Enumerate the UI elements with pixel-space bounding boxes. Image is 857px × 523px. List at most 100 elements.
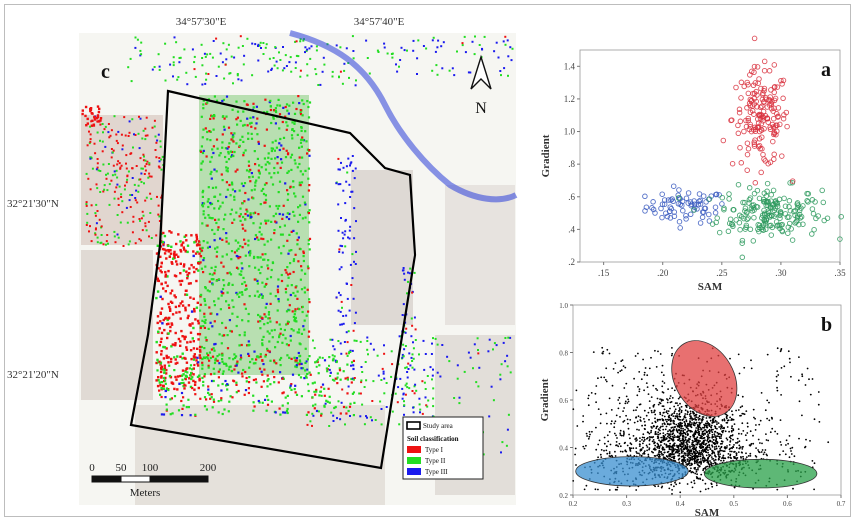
- plot-b-point: [680, 411, 683, 414]
- map-class-dot: [249, 249, 252, 253]
- map-class-dot: [200, 115, 203, 118]
- plot-b-point: [811, 460, 814, 462]
- plot-a-point-series-2: [735, 181, 742, 188]
- map-class-dot: [344, 377, 347, 380]
- plot-b-point: [635, 409, 637, 411]
- plot-a-point-series-2: [777, 215, 783, 221]
- map-class-dot: [285, 310, 289, 313]
- map-class-dot: [148, 162, 151, 165]
- map-class-dot: [240, 270, 243, 273]
- plot-b-point: [713, 421, 716, 423]
- map-class-dot: [284, 54, 287, 57]
- map-class-dot: [344, 423, 346, 426]
- map-class-dot: [196, 332, 200, 336]
- plot-a-point-series-2: [786, 198, 793, 204]
- plot-b-point: [618, 402, 621, 405]
- map-class-dot: [235, 355, 238, 358]
- map-class-dot: [212, 117, 215, 120]
- plot-b-point: [653, 441, 656, 443]
- map-class-dot: [177, 337, 181, 341]
- map-class-dot: [347, 157, 350, 160]
- map-class-dot: [267, 378, 270, 381]
- map-class-dot: [174, 331, 177, 335]
- plot-b-point: [776, 347, 779, 350]
- map-class-dot: [330, 411, 333, 414]
- map-class-dot: [156, 369, 159, 372]
- map-class-dot: [125, 162, 127, 165]
- plot-b-point: [614, 362, 617, 364]
- plot-b-point: [650, 431, 652, 434]
- map-class-dot: [144, 138, 147, 141]
- plot-a-point-series-3: [755, 124, 762, 130]
- map-class-dot: [224, 155, 227, 159]
- map-class-dot: [414, 383, 417, 386]
- map-class-dot: [230, 258, 233, 261]
- map-class-dot: [197, 338, 200, 341]
- plot-b-point: [713, 459, 715, 462]
- plot-b-point: [699, 437, 702, 439]
- plot-b-point: [782, 450, 785, 452]
- plot-b-point: [669, 458, 672, 461]
- plot-b-point: [708, 436, 711, 439]
- plot-b-point: [657, 431, 660, 434]
- map-class-dot: [203, 356, 206, 360]
- map-class-dot: [175, 263, 179, 266]
- map-class-dot: [228, 365, 231, 368]
- map-class-dot: [169, 309, 172, 312]
- map-class-dot: [340, 300, 343, 303]
- plot-b-point: [693, 482, 696, 485]
- map-class-dot: [120, 196, 123, 198]
- map-class-dot: [160, 375, 163, 378]
- map-class-dot: [282, 106, 285, 109]
- plot-b-point: [658, 439, 660, 442]
- plot-b-point: [656, 389, 659, 391]
- map-class-dot: [292, 101, 295, 104]
- plot-a-point-series-2: [820, 199, 827, 206]
- plot-b-point: [664, 434, 667, 436]
- map-class-dot: [95, 168, 98, 171]
- plot-b-point: [674, 426, 676, 428]
- map-class-dot: [186, 371, 189, 374]
- plot-b-point: [640, 378, 643, 381]
- plot-b-point: [713, 433, 716, 436]
- plot-b-point: [654, 421, 657, 424]
- map-class-dot: [211, 186, 215, 189]
- map-class-dot: [303, 286, 306, 289]
- map-class-dot: [131, 177, 134, 179]
- map-class-dot: [119, 166, 122, 169]
- map-class-dot: [171, 313, 175, 316]
- map-class-dot: [213, 207, 216, 210]
- map-class-dot: [159, 265, 163, 268]
- map-class-dot: [242, 154, 245, 157]
- plot-b-point: [583, 447, 586, 450]
- map-class-dot: [475, 381, 478, 384]
- plot-b-point: [766, 454, 768, 457]
- map-class-dot: [207, 198, 210, 201]
- map-class-dot: [163, 248, 166, 251]
- map-class-dot: [258, 164, 261, 167]
- map-class-dot: [131, 118, 134, 121]
- map-class-dot: [189, 414, 192, 417]
- plot-a-point-series-1: [659, 191, 665, 197]
- plot-b-point: [662, 428, 665, 431]
- map-class-dot: [203, 373, 206, 376]
- lon-label-2: 34°57'40"E: [354, 16, 405, 28]
- map-class-dot: [270, 149, 273, 153]
- plot-b-point: [650, 426, 653, 428]
- map-class-dot: [380, 379, 383, 381]
- plot-b-point: [686, 449, 689, 452]
- plot-b-point: [622, 365, 625, 367]
- plot-a-point-series-3: [745, 146, 752, 152]
- map-class-dot: [254, 184, 257, 187]
- plot-a-point-series-3: [744, 79, 750, 86]
- map-class-dot: [96, 236, 99, 239]
- plot-b-point: [678, 413, 681, 416]
- map-class-dot: [290, 328, 293, 331]
- map-class-dot: [406, 376, 409, 379]
- map-class-dot: [156, 315, 160, 318]
- map-class-dot: [103, 188, 106, 191]
- map-class-dot: [244, 242, 247, 245]
- map-class-dot: [242, 215, 245, 219]
- map-class-dot: [141, 229, 144, 232]
- map-class-dot: [448, 69, 451, 72]
